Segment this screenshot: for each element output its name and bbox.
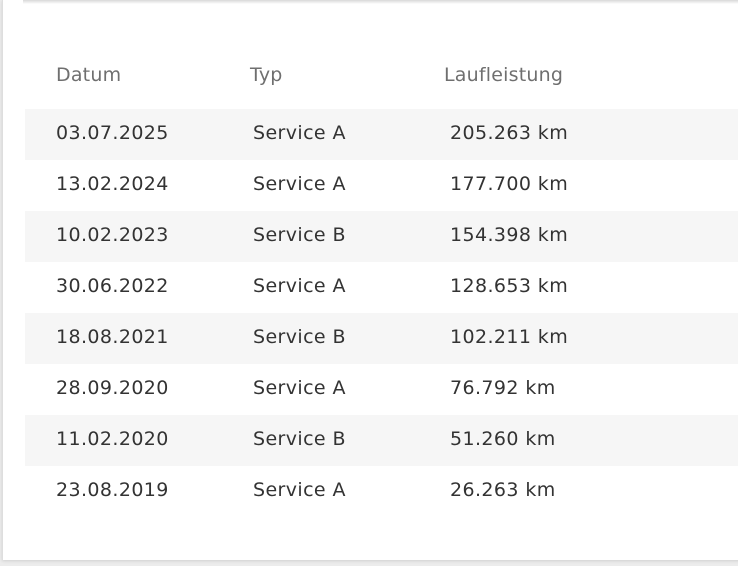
cell-date: 03.07.2025 xyxy=(56,122,169,144)
cell-date: 30.06.2022 xyxy=(56,275,169,297)
cell-type: Service A xyxy=(253,479,346,501)
cell-date: 18.08.2021 xyxy=(56,326,169,348)
cell-date: 28.09.2020 xyxy=(56,377,169,399)
cell-type: Service B xyxy=(253,428,346,450)
cell-type: Service A xyxy=(253,275,346,297)
cell-type: Service B xyxy=(253,224,346,246)
cell-mileage: 205.263 km xyxy=(450,122,569,144)
table-row: 28.09.2020 Service A 76.792 km xyxy=(25,364,738,415)
table-row: 30.06.2022 Service A 128.653 km xyxy=(25,262,738,313)
header-date: Datum xyxy=(56,64,122,86)
cell-type: Service A xyxy=(253,173,346,195)
top-divider xyxy=(23,0,738,4)
cell-mileage: 51.260 km xyxy=(450,428,556,450)
table-body: 03.07.2025 Service A 205.263 km 13.02.20… xyxy=(25,109,738,517)
cell-date: 23.08.2019 xyxy=(56,479,169,501)
cell-mileage: 154.398 km xyxy=(450,224,569,246)
header-type: Typ xyxy=(250,64,283,86)
table-row: 13.02.2024 Service A 177.700 km xyxy=(25,160,738,211)
table-row: 23.08.2019 Service A 26.263 km xyxy=(25,466,738,517)
cell-date: 10.02.2023 xyxy=(56,224,169,246)
cell-type: Service A xyxy=(253,377,346,399)
table-row: 10.02.2023 Service B 154.398 km xyxy=(25,211,738,262)
table-row: 11.02.2020 Service B 51.260 km xyxy=(25,415,738,466)
table-row: 18.08.2021 Service B 102.211 km xyxy=(25,313,738,364)
cell-mileage: 177.700 km xyxy=(450,173,569,195)
cell-mileage: 102.211 km xyxy=(450,326,569,348)
cell-date: 11.02.2020 xyxy=(56,428,169,450)
cell-mileage: 128.653 km xyxy=(450,275,569,297)
cell-mileage: 26.263 km xyxy=(450,479,556,501)
table-header: Datum Typ Laufleistung xyxy=(25,58,738,96)
cell-date: 13.02.2024 xyxy=(56,173,169,195)
cell-type: Service A xyxy=(253,122,346,144)
header-mileage: Laufleistung xyxy=(444,64,564,86)
cell-mileage: 76.792 km xyxy=(450,377,556,399)
cell-type: Service B xyxy=(253,326,346,348)
table-row: 03.07.2025 Service A 205.263 km xyxy=(25,109,738,160)
